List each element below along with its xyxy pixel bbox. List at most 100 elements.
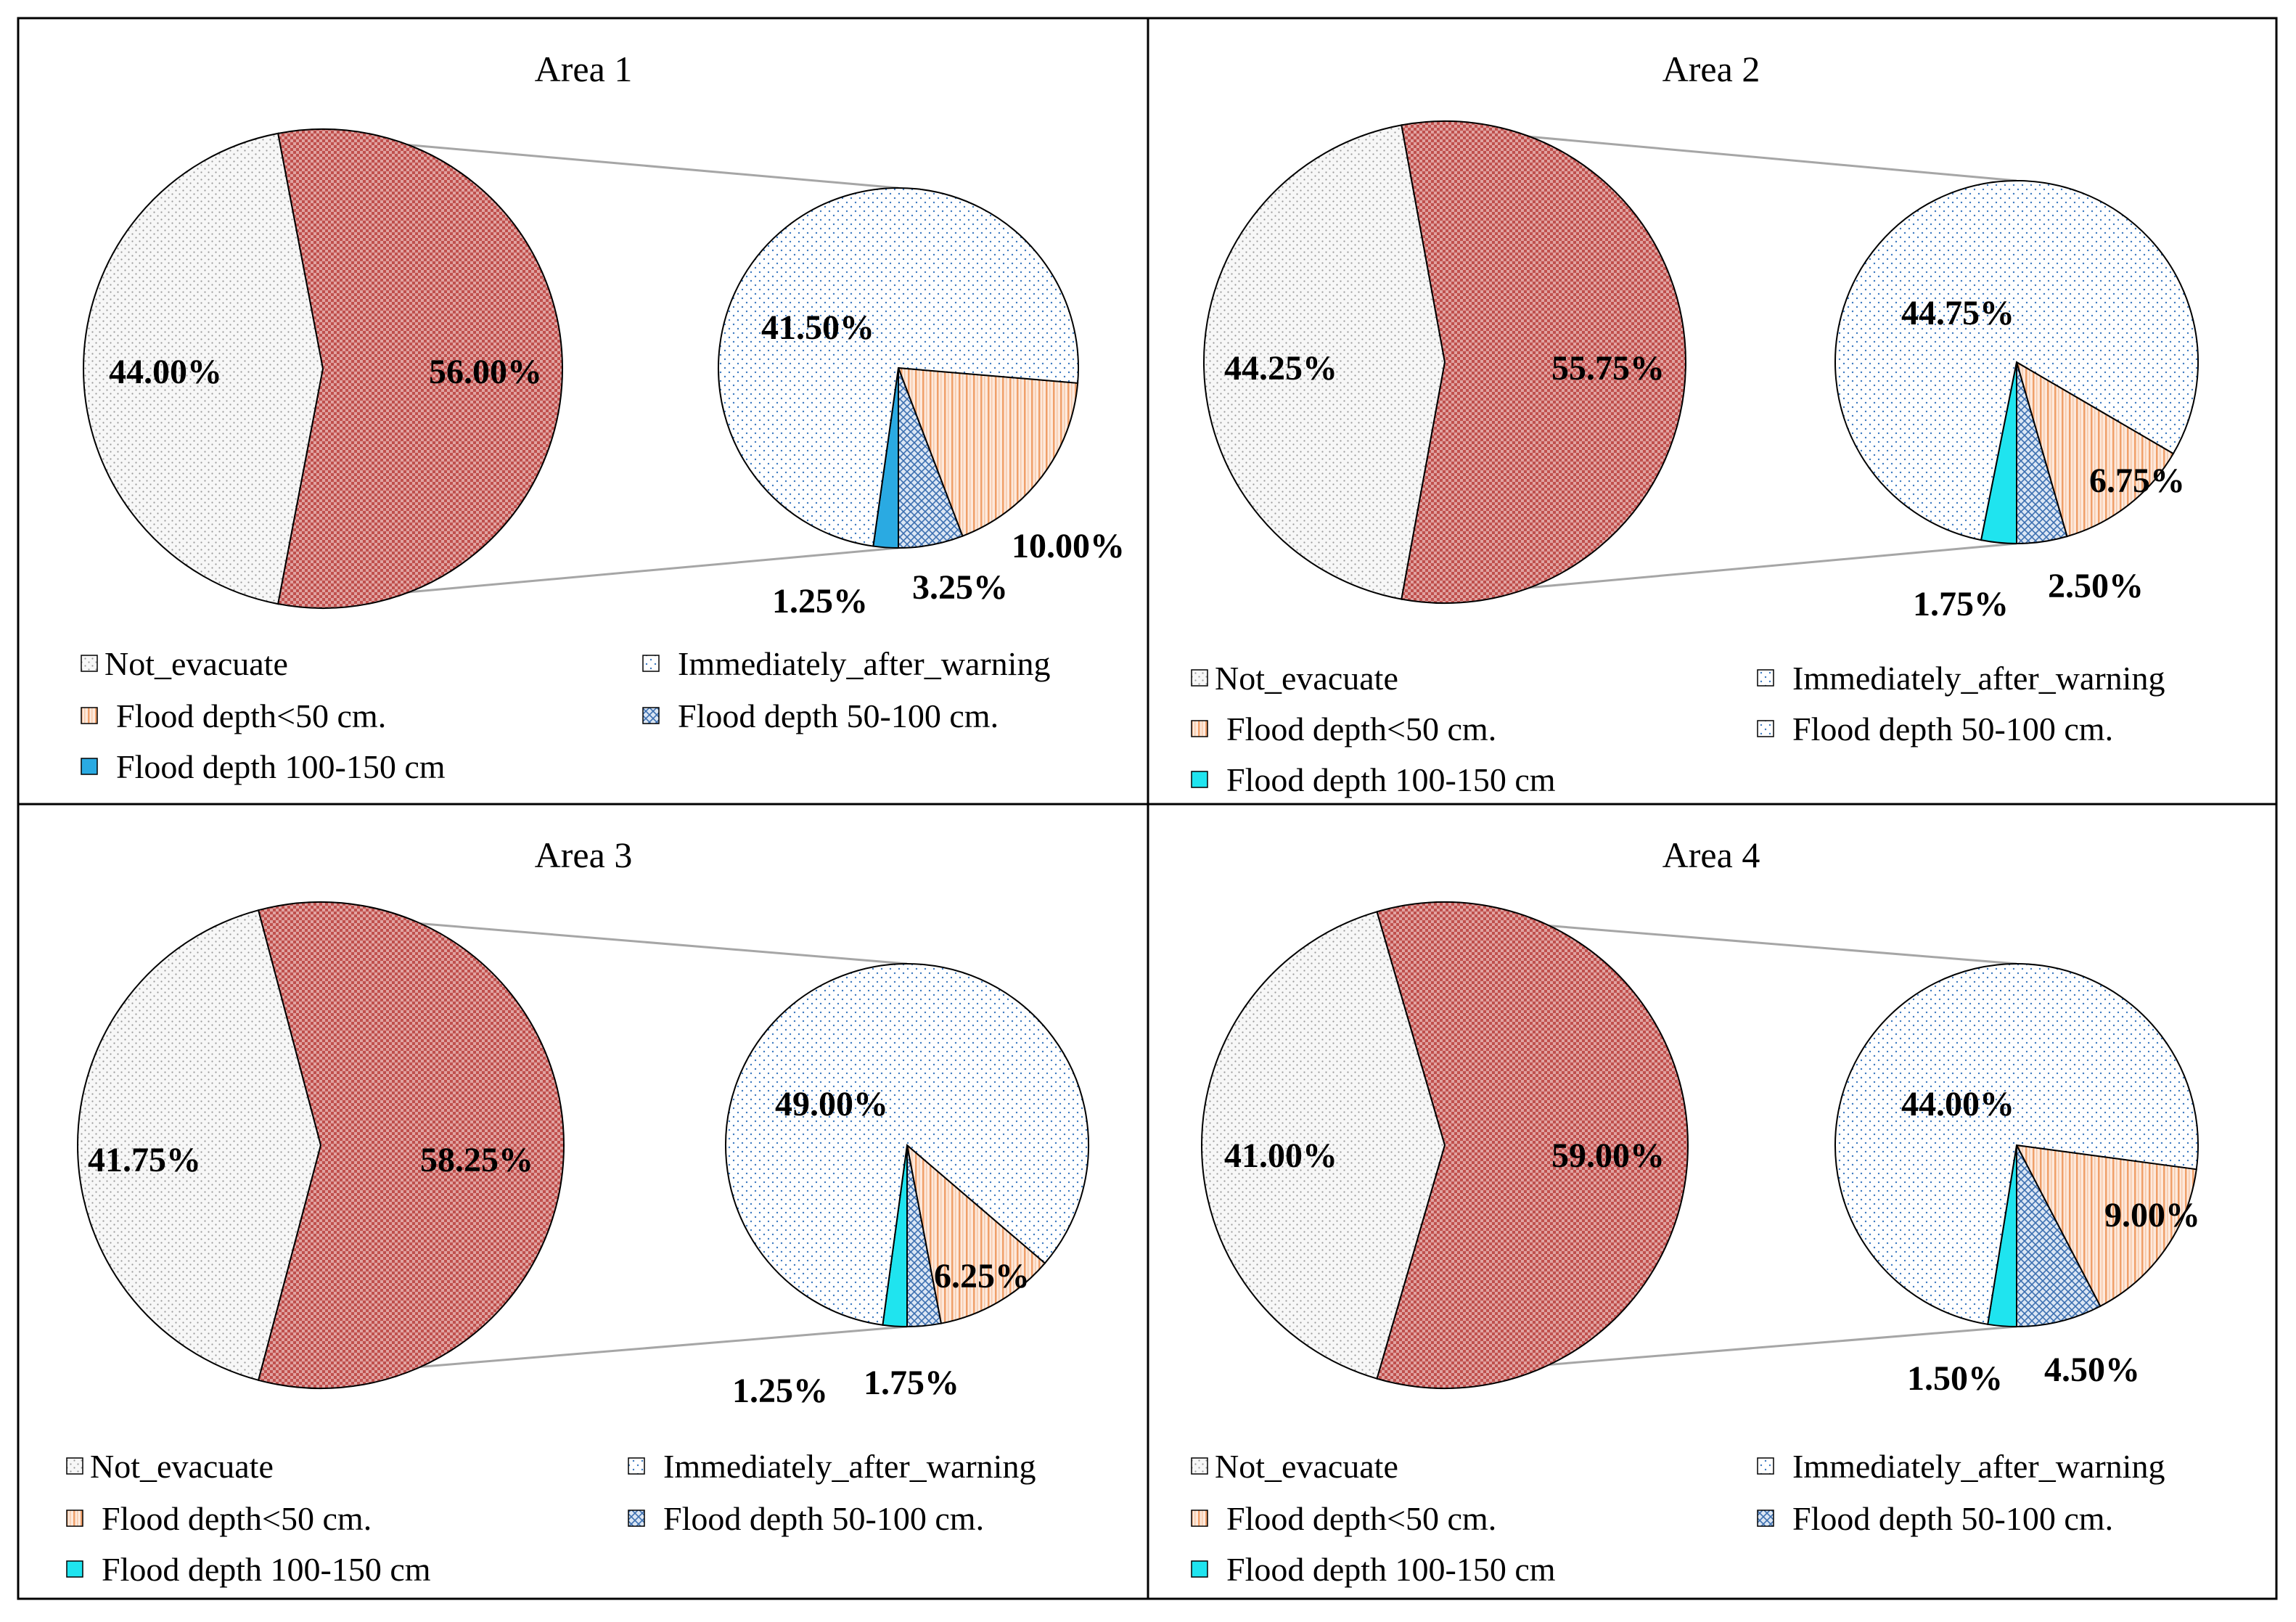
slice-evacuate [276, 128, 563, 609]
label-not-evacuate: 44.25% [1224, 349, 1337, 388]
panel-title: Area 4 [1662, 835, 1760, 875]
legend-swatch-depth-lt50 [81, 707, 98, 724]
legend: Not_evacuate Immediately_after_warning F… [1191, 1448, 2165, 1588]
slice-not-evacuate [77, 909, 322, 1382]
label-evacuate: 58.25% [420, 1141, 533, 1179]
label-immediately: 49.00% [775, 1085, 888, 1123]
main-pie [77, 901, 565, 1389]
slice-evacuate [257, 901, 565, 1389]
legend-swatch-depth-100-150 [1191, 1560, 1208, 1578]
slice-not-evacuate [83, 132, 324, 605]
legend-swatch-depth-100-150 [66, 1560, 83, 1578]
slice-depth-lt50 [2015, 1144, 2197, 1308]
panel-title: Area 2 [1662, 49, 1760, 89]
legend-label-depth-50-100: Flood depth 50-100 cm. [663, 1500, 984, 1537]
slice-depth-50-100 [2016, 1144, 2102, 1328]
legend-swatch-not-evacuate [1191, 669, 1208, 687]
label-not-evacuate: 44.00% [109, 353, 222, 391]
slice-depth-lt50 [906, 1143, 1046, 1324]
slice-evacuate [1376, 901, 1689, 1389]
detail-pie [725, 963, 1089, 1328]
legend-label-depth-50-100: Flood depth 50-100 cm. [1792, 1500, 2113, 1537]
legend-swatch-immediately [1757, 1457, 1774, 1475]
legend-label-depth-lt50: Flood depth<50 cm. [1226, 710, 1496, 747]
legend-swatch-depth-50-100 [1757, 1510, 1774, 1527]
legend-label-depth-100-150: Flood depth 100-150 cm [116, 748, 446, 785]
data-labels: 41.00% 59.00% 44.00% 9.00% 4.50% 1.50% [1224, 1085, 2200, 1398]
slice-immediately [1834, 963, 2199, 1325]
slice-not-evacuate [1201, 911, 1446, 1380]
label-depth-50-100: 1.75% [864, 1364, 959, 1402]
legend-swatch-depth-lt50 [1191, 720, 1208, 737]
legend: Not_evacuate Immediately_after_warning F… [1191, 660, 2165, 798]
legend-swatch-depth-50-100 [1757, 720, 1774, 737]
detail-pie [717, 187, 1079, 549]
slice-immediately [717, 187, 1079, 547]
panel-title: Area 1 [535, 49, 633, 89]
slice-evacuate [1401, 120, 1686, 604]
legend-label-immediately: Immediately_after_warning [1792, 660, 2165, 697]
label-evacuate: 56.00% [429, 353, 542, 391]
data-labels: 44.25% 55.75% 44.75% 6.75% 2.50% 1.75% [1224, 294, 2185, 623]
legend-label-not-evacuate: Not_evacuate [90, 1448, 274, 1485]
label-immediately: 44.00% [1901, 1085, 2014, 1123]
label-not-evacuate: 41.00% [1224, 1136, 1337, 1175]
label-depth-50-100: 4.50% [2044, 1351, 2140, 1389]
legend-swatch-depth-100-150 [1191, 771, 1208, 788]
legend-swatch-not-evacuate [1191, 1457, 1208, 1475]
legend-swatch-immediately [642, 655, 660, 672]
legend-label-immediately: Immediately_after_warning [663, 1448, 1036, 1485]
legend-swatch-not-evacuate [66, 1457, 83, 1475]
label-immediately: 44.75% [1901, 294, 2014, 332]
legend-swatch-depth-lt50 [1191, 1510, 1208, 1527]
slice-depth-lt50 [2015, 360, 2175, 538]
legend: Not_evacuate Immediately_after_warning F… [66, 1448, 1036, 1588]
slice-depth-lt50 [897, 366, 1079, 537]
label-immediately: 41.50% [761, 308, 874, 347]
data-labels: 41.75% 58.25% 49.00% 6.25% 1.75% 1.25% [88, 1085, 1030, 1410]
legend-label-not-evacuate: Not_evacuate [1215, 1448, 1398, 1485]
legend-label-depth-100-150: Flood depth 100-150 cm [102, 1551, 431, 1588]
label-depth-100-150: 1.75% [1913, 585, 2009, 623]
legend-label-depth-50-100: Flood depth 50-100 cm. [678, 697, 999, 734]
main-pie [1201, 901, 1689, 1389]
legend-swatch-depth-lt50 [66, 1510, 83, 1527]
label-depth-50-100: 2.50% [2048, 567, 2144, 605]
legend-swatch-immediately [628, 1457, 645, 1475]
label-depth-100-150: 1.25% [772, 582, 868, 620]
legend-label-not-evacuate: Not_evacuate [104, 645, 288, 682]
legend-label-depth-lt50: Flood depth<50 cm. [102, 1500, 372, 1537]
legend-swatch-depth-50-100 [642, 707, 660, 724]
panel-area-2: Area 2 44.25% 55.75% 44.75% 6.75% 2.50% … [1191, 49, 2199, 798]
panel-title: Area 3 [535, 835, 633, 875]
label-evacuate: 59.00% [1551, 1136, 1665, 1175]
label-depth-100-150: 1.25% [732, 1372, 828, 1410]
slice-not-evacuate [1203, 124, 1446, 600]
label-depth-100-150: 1.50% [1907, 1359, 2003, 1398]
panel-area-3: Area 3 41.75% 58.25% 49.00% 6.25% 1.75% … [66, 835, 1089, 1588]
main-pie [1203, 120, 1686, 604]
panel-area-4: Area 4 41.00% 59.00% 44.00% 9.00% 4.50% … [1191, 835, 2200, 1588]
legend-label-depth-50-100: Flood depth 50-100 cm. [1792, 710, 2113, 747]
legend-label-depth-100-150: Flood depth 100-150 cm [1226, 1551, 1556, 1588]
slice-immediately [1834, 179, 2199, 541]
legend-label-depth-lt50: Flood depth<50 cm. [1226, 1500, 1496, 1537]
label-depth-lt50: 10.00% [1012, 527, 1125, 565]
label-not-evacuate: 41.75% [88, 1141, 201, 1179]
legend-label-depth-lt50: Flood depth<50 cm. [116, 697, 386, 734]
detail-pie [1834, 963, 2199, 1328]
legend: Not_evacuate Immediately_after_warning F… [81, 645, 1050, 785]
panel-area-1: Area 1 44.00% 56.00% 41.50% 10.00% 3.25%… [81, 49, 1125, 785]
main-pie [83, 128, 563, 609]
legend-label-not-evacuate: Not_evacuate [1215, 660, 1398, 697]
legend-swatch-depth-100-150 [81, 758, 98, 775]
label-depth-lt50: 6.25% [934, 1257, 1030, 1295]
detail-pie [1834, 179, 2199, 545]
label-depth-lt50: 6.75% [2089, 462, 2185, 500]
legend-label-immediately: Immediately_after_warning [678, 645, 1050, 682]
legend-swatch-not-evacuate [81, 655, 98, 672]
label-evacuate: 55.75% [1551, 349, 1665, 388]
legend-swatch-immediately [1757, 669, 1774, 687]
